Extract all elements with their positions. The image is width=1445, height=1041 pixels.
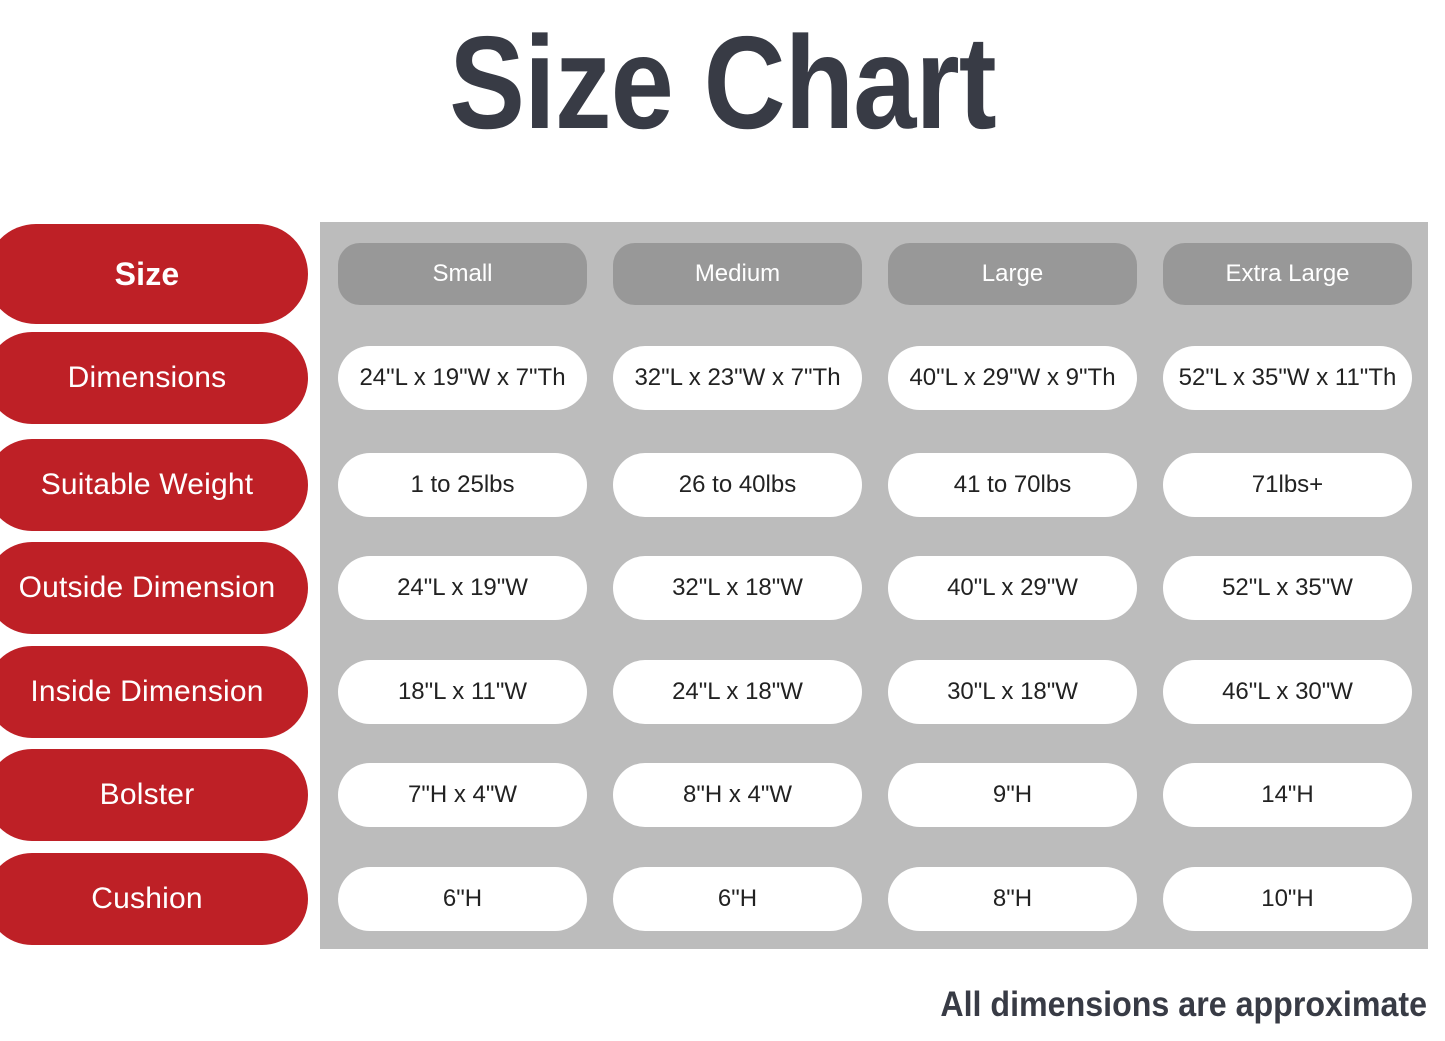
row-label-pill: Cushion [0, 853, 308, 945]
value-cell-text: 9"H [992, 781, 1033, 808]
row-label-text: Size [114, 256, 180, 292]
value-cell: 32"L x 18"W [613, 556, 862, 620]
value-cell-text: 24"L x 19"W [397, 574, 528, 601]
row-label-pill: Bolster [0, 749, 308, 841]
row-label-pill: Size [0, 224, 308, 324]
chart-row: Dimensions 24"L x 19"W x 7"Th 32"L x 23"W … [0, 326, 1445, 430]
size-header-text: Small [432, 260, 493, 287]
size-header-cell: Large [888, 243, 1137, 305]
value-cell: 40"L x 29"W [888, 556, 1137, 620]
value-cell: 71lbs+ [1163, 453, 1412, 517]
value-cell: 7"H x 4"W [338, 763, 587, 827]
page-title: Size Chart [449, 8, 996, 156]
value-cell-text: 30"L x 18"W [947, 678, 1078, 705]
row-cells: Small Medium Large Extra Large [338, 222, 1412, 326]
value-cell: 26 to 40lbs [613, 453, 862, 517]
row-label-text: Outside Dimension [18, 571, 276, 604]
value-cell: 6"H [613, 867, 862, 931]
chart-row: Size Small Medium Large Extra Large [0, 222, 1445, 326]
value-cell: 1 to 25lbs [338, 453, 587, 517]
row-cells: 6"H 6"H 8"H 10"H [338, 847, 1412, 951]
row-label-pill: Suitable Weight [0, 439, 308, 531]
row-cells: 7"H x 4"W 8"H x 4"W 9"H 14"H [338, 743, 1412, 847]
size-header-text: Extra Large [1225, 260, 1350, 287]
value-cell-text: 18"L x 11"W [397, 678, 528, 705]
value-cell-text: 46"L x 30"W [1222, 678, 1353, 705]
value-cell: 10"H [1163, 867, 1412, 931]
chart-row: Cushion 6"H 6"H 8"H 10"H [0, 847, 1445, 951]
row-cells: 1 to 25lbs 26 to 40lbs 41 to 70lbs 71lbs+ [338, 433, 1412, 537]
value-cell-text: 6"H [442, 885, 483, 912]
value-cell: 18"L x 11"W [338, 660, 587, 724]
row-cells: 24"L x 19"W 32"L x 18"W 40"L x 29"W 52"L x … [338, 536, 1412, 640]
value-cell-text: 24"L x 19"W x 7"Th [359, 364, 566, 391]
row-label-text: Dimensions [67, 361, 227, 394]
value-cell-text: 10"H [1261, 885, 1314, 912]
value-cell-text: 52"L x 35"W x 11"Th [1178, 364, 1397, 391]
value-cell-text: 40"L x 29"W [947, 574, 1078, 601]
size-header-cell: Medium [613, 243, 862, 305]
row-label-text: Cushion [91, 882, 203, 915]
row-label-pill: Outside Dimension [0, 542, 308, 634]
value-cell-text: 8"H [992, 885, 1033, 912]
row-cells: 18"L x 11"W 24"L x 18"W 30"L x 18"W 46"L x … [338, 640, 1412, 744]
value-cell: 52"L x 35"W [1163, 556, 1412, 620]
value-cell-text: 32"L x 18"W [672, 574, 803, 601]
size-chart-table: Size Small Medium Large Extra Large Dimension… [0, 222, 1445, 949]
size-header-cell: Extra Large [1163, 243, 1412, 305]
value-cell: 8"H x 4"W [613, 763, 862, 827]
value-cell: 14"H [1163, 763, 1412, 827]
row-cells: 24"L x 19"W x 7"Th 32"L x 23"W x 7"Th 40"L… [338, 326, 1412, 430]
value-cell: 24"L x 18"W [613, 660, 862, 724]
value-cell-text: 8"H x 4"W [682, 781, 793, 808]
value-cell: 40"L x 29"W x 9"Th [888, 346, 1137, 410]
value-cell: 8"H [888, 867, 1137, 931]
chart-row: Bolster 7"H x 4"W 8"H x 4"W 9"H 14"H [0, 743, 1445, 847]
chart-row: Inside Dimension 18"L x 11"W 24"L x 18"W 30… [0, 640, 1445, 744]
value-cell: 52"L x 35"W x 11"Th [1163, 346, 1412, 410]
value-cell-text: 1 to 25lbs [410, 471, 515, 498]
row-label-text: Bolster [99, 778, 195, 811]
value-cell-text: 32"L x 23"W x 7"Th [634, 364, 841, 391]
value-cell-text: 71lbs+ [1251, 471, 1324, 498]
value-cell-text: 52"L x 35"W [1222, 574, 1353, 601]
row-label-text: Inside Dimension [30, 675, 264, 708]
row-label-pill: Inside Dimension [0, 646, 308, 738]
chart-row: Suitable Weight 1 to 25lbs 26 to 40lbs 41 t… [0, 433, 1445, 537]
footnote-disclaimer: All dimensions are approximate [940, 985, 1427, 1024]
size-header-text: Medium [694, 260, 781, 287]
value-cell: 24"L x 19"W x 7"Th [338, 346, 587, 410]
value-cell-text: 14"H [1261, 781, 1314, 808]
value-cell-text: 41 to 70lbs [953, 471, 1072, 498]
size-header-text: Large [981, 260, 1044, 287]
value-cell-text: 40"L x 29"W x 9"Th [909, 364, 1116, 391]
chart-row: Outside Dimension 24"L x 19"W 32"L x 18"W 4… [0, 536, 1445, 640]
value-cell: 24"L x 19"W [338, 556, 587, 620]
row-label-text: Suitable Weight [40, 468, 254, 501]
value-cell: 9"H [888, 763, 1137, 827]
value-cell-text: 6"H [717, 885, 758, 912]
value-cell: 6"H [338, 867, 587, 931]
value-cell: 32"L x 23"W x 7"Th [613, 346, 862, 410]
value-cell: 46"L x 30"W [1163, 660, 1412, 724]
row-label-pill: Dimensions [0, 332, 308, 424]
size-header-cell: Small [338, 243, 587, 305]
value-cell-text: 7"H x 4"W [407, 781, 518, 808]
value-cell-text: 24"L x 18"W [672, 678, 803, 705]
value-cell-text: 26 to 40lbs [678, 471, 797, 498]
value-cell: 41 to 70lbs [888, 453, 1137, 517]
value-cell: 30"L x 18"W [888, 660, 1137, 724]
